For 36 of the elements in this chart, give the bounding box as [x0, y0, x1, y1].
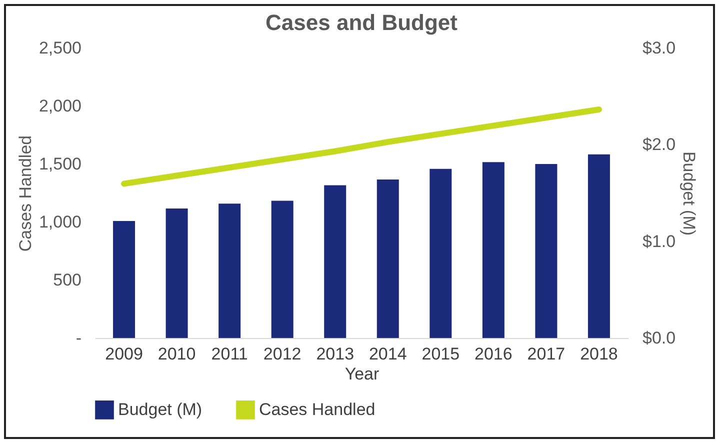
bar: [166, 208, 188, 338]
bar: [324, 185, 346, 338]
bar: [482, 162, 504, 338]
y-tick-label: 2,500: [38, 38, 82, 58]
bar: [376, 179, 399, 338]
y-tick-label: 1,000: [38, 212, 82, 232]
x-tick-label: 2017: [527, 344, 566, 364]
y2-tick-label: $0.0: [642, 328, 676, 348]
y2-tick-label: $3.0: [642, 38, 676, 58]
y-tick-label: 2,000: [38, 96, 82, 116]
bar: [430, 168, 452, 338]
x-tick-label: 2013: [316, 344, 354, 364]
x-tick-label: 2009: [105, 344, 143, 364]
y2-tick-label: $2.0: [642, 135, 676, 154]
x-tick-label: 2010: [158, 344, 196, 364]
y2-tick-label: $1.0: [642, 232, 676, 251]
bar: [535, 164, 558, 338]
x-tick-label: 2015: [422, 344, 460, 364]
x-tick-label: 2016: [474, 344, 512, 364]
y-tick-label: -: [76, 328, 82, 348]
legend-label: Cases Handled: [259, 400, 376, 419]
x-tick-label: 2014: [368, 344, 407, 364]
y-axis-title: Cases Handled: [16, 135, 35, 252]
bar: [113, 221, 136, 338]
x-tick-label: 2011: [211, 344, 248, 364]
x-tick-label: 2018: [580, 344, 618, 364]
y-tick-label: 500: [53, 270, 82, 290]
chart-title: Cases and Budget: [266, 10, 458, 35]
legend-label: Budget (M): [118, 400, 202, 419]
bar: [218, 204, 241, 338]
bar: [588, 154, 610, 338]
y2-axis-title: Budget (M): [680, 151, 699, 236]
x-axis-title: Year: [344, 364, 380, 384]
y-tick-label: 1,500: [38, 154, 82, 174]
bar: [271, 200, 294, 338]
x-tick-label: 2012: [263, 344, 302, 364]
